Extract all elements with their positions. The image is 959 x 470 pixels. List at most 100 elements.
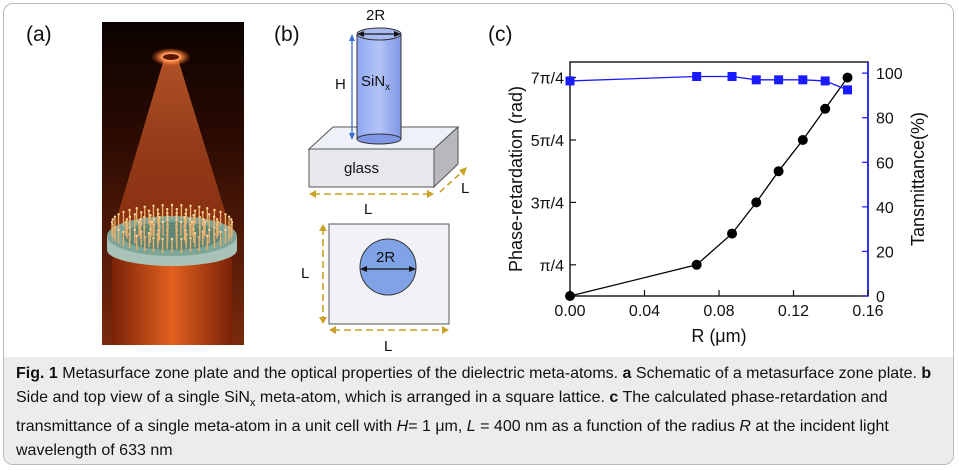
nano-pillar-top — [190, 220, 194, 224]
top-diameter-label: 2R — [376, 249, 395, 266]
nano-pillar-top — [166, 214, 169, 218]
nano-pillar-top — [212, 215, 216, 218]
side-length-label: L — [461, 180, 469, 197]
nano-pillar-top — [161, 220, 165, 224]
nano-pillar-top — [175, 218, 178, 221]
focused-beam — [112, 59, 232, 234]
glass-block-side — [433, 125, 459, 189]
nano-pillar-top — [158, 216, 161, 219]
pillar-bottom — [356, 133, 402, 145]
nano-pillar-top — [184, 212, 187, 216]
nano-pillar-top — [227, 215, 231, 218]
nano-pillar-top — [208, 213, 211, 216]
height-label: H — [335, 76, 346, 93]
focal-ring-center — [163, 54, 179, 60]
nano-pillar-top — [166, 218, 169, 221]
transmittance-point — [843, 85, 853, 95]
figure-graphic: (a) (b) glass 2R — [26, 7, 928, 355]
phase-transmittance-chart: 0.00 0.04 0.08 0.12 0.16 π/4 3π/4 5π/4 7π/4 0 20 40… — [506, 61, 928, 346]
x-tick-label: 0.08 — [703, 303, 734, 320]
nano-pillar-top — [224, 228, 227, 231]
y-right-tick-label: 80 — [876, 111, 894, 128]
nano-pillar-top — [117, 228, 120, 231]
y-left-tick-label: 7π/4 — [531, 71, 564, 88]
nano-pillar-top — [165, 207, 169, 211]
nano-pillar-top — [183, 216, 186, 219]
top-diameter-arrowhead-right — [409, 266, 416, 272]
caption-l-value: = 400 nm as a function of the radius — [480, 418, 735, 436]
transmittance-point — [727, 71, 737, 81]
nano-pillar-top — [185, 208, 188, 211]
phase-point — [751, 197, 762, 208]
plate-top-inner — [122, 222, 222, 250]
nano-pillar-top — [175, 207, 179, 211]
top-diameter-arrowhead-left — [360, 266, 367, 272]
nano-pillar-top — [147, 209, 151, 212]
nano-pillar-top — [143, 205, 146, 209]
nano-pillar-top — [180, 237, 183, 240]
y-right-tick-label: 20 — [876, 244, 894, 261]
nano-pillar-top — [161, 204, 164, 207]
nano-pillar-top — [198, 205, 201, 209]
glass-label: glass — [344, 160, 379, 177]
caption-a-text: Schematic of a metasurface zone plate. — [635, 365, 917, 382]
nano-pillar-top — [135, 207, 138, 210]
nano-pillar-top — [219, 210, 222, 214]
nano-pillar-top — [147, 232, 151, 235]
material-label: SiNx — [361, 73, 390, 93]
side-length-arrowhead — [459, 167, 467, 176]
nano-pillar-top — [192, 213, 195, 217]
nano-pillar-top — [139, 218, 142, 221]
height-arrowhead-top — [349, 34, 355, 41]
bottom-length-label: L — [384, 338, 392, 355]
diameter-label: 2R — [366, 7, 385, 24]
nano-pillar-top — [135, 234, 138, 237]
panel-label-a: (a) — [26, 23, 52, 46]
nano-pillar-top — [157, 212, 160, 216]
panel-label-c: (c) — [488, 23, 513, 46]
diameter-arrowhead-left — [357, 31, 364, 37]
x-tick-label: 0.00 — [554, 303, 585, 320]
nano-pillar-top — [113, 215, 117, 218]
phase-point — [565, 291, 575, 301]
nano-pillar-top — [150, 220, 154, 224]
nano-pillar-top — [201, 211, 204, 214]
x-tick-label: 0.16 — [852, 303, 883, 320]
bottom-length-arrowhead-right — [442, 326, 449, 334]
transmittance-point — [798, 75, 808, 85]
x-axis-title: R (μm) — [691, 326, 746, 346]
nano-pillar-top — [170, 237, 174, 241]
nano-pillar-top — [206, 234, 209, 237]
plot-frame — [569, 61, 869, 297]
nano-pillar-top — [170, 203, 174, 207]
nano-pillar-top — [140, 211, 143, 214]
transmittance-point — [565, 76, 575, 86]
phase-point — [727, 228, 738, 239]
nano-pillar-top — [179, 220, 183, 224]
front-length-label: L — [364, 201, 372, 218]
figure-frame: (a) (b) glass 2R — [3, 3, 954, 465]
transmittance-point — [774, 75, 784, 85]
nano-pillar-top — [189, 204, 192, 208]
caption-r-symbol: R — [739, 418, 751, 436]
zone-plate-illustration — [102, 22, 244, 345]
nano-pillar-top — [198, 215, 201, 219]
diameter-arrowhead-right — [394, 31, 401, 37]
nano-pillar-top — [202, 218, 205, 221]
nano-pillar-top — [111, 218, 114, 221]
caption-b-label: b — [921, 365, 932, 382]
nano-pillar-top — [215, 218, 219, 221]
nano-pillar-top — [156, 208, 159, 211]
x-tick-label: 0.04 — [629, 303, 660, 320]
left-length-label: L — [301, 265, 309, 282]
caption-b-text-pre: Side and top view of a single SiN — [16, 388, 250, 406]
nano-pillar-top — [152, 218, 156, 221]
nano-pillar-top — [128, 208, 131, 212]
caption-intro: Metasurface zone plate and the optical p… — [62, 365, 619, 382]
nano-pillar-top — [175, 214, 178, 218]
nano-pillar-top — [137, 220, 141, 224]
y-right-tick-label: 60 — [876, 155, 894, 172]
side-length-arrow — [439, 169, 465, 193]
nano-pillar-top — [143, 215, 146, 219]
x-tick-label: 0.12 — [778, 303, 809, 320]
